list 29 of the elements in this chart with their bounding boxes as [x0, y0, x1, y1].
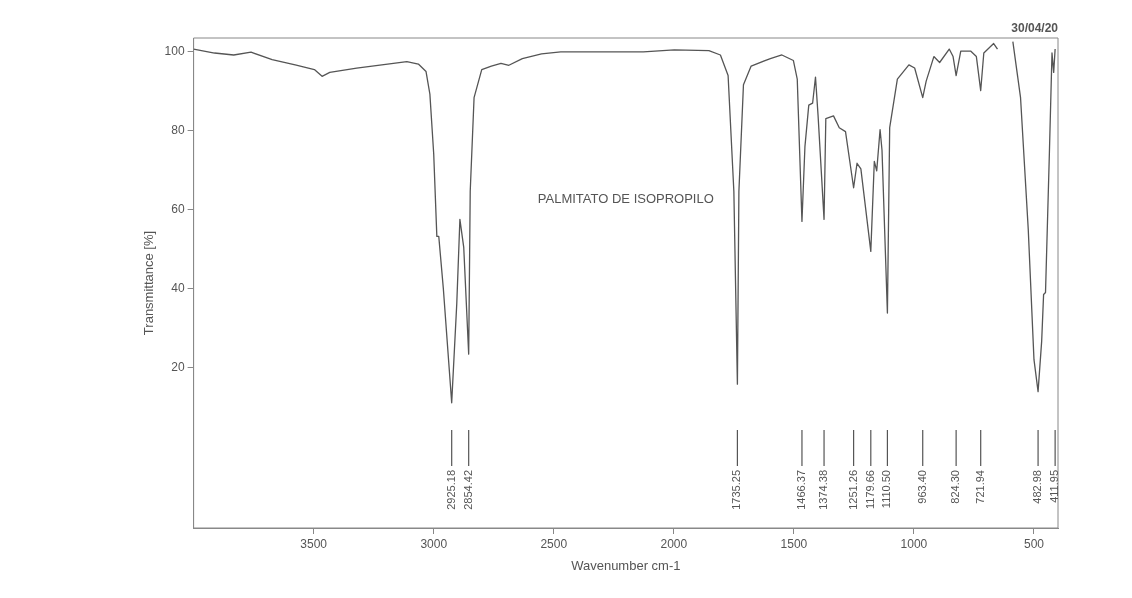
- y-tick-label: 40: [171, 281, 185, 296]
- x-tick-label: 1500: [780, 536, 808, 551]
- x-tick-label: 1000: [900, 536, 928, 551]
- annotation: 824.30: [949, 470, 962, 504]
- x-tick-label: 2500: [540, 536, 568, 551]
- annotation: 2925.18: [444, 470, 457, 510]
- y-axis-title: Transmittance [%]: [141, 230, 157, 336]
- annotation: 1466.37: [794, 470, 807, 510]
- annotation: PALMITATO DE ISOPROPILO: [537, 191, 714, 207]
- annotation: 1735.25: [730, 470, 743, 510]
- annotation: 2854.42: [461, 470, 474, 510]
- annotation: 1374.38: [817, 470, 830, 510]
- x-tick-label: 500: [1023, 536, 1045, 551]
- annotation: 1251.26: [846, 470, 859, 510]
- x-tick-label: 3000: [420, 536, 448, 551]
- annotation: 721.94: [973, 470, 986, 504]
- y-tick-label: 100: [164, 44, 185, 59]
- x-tick-label: 3500: [300, 536, 328, 551]
- y-tick-label: 80: [171, 123, 185, 138]
- annotation: 1110.50: [880, 470, 893, 509]
- annotation: 1179.66: [863, 470, 876, 509]
- x-axis-title: Wavenumber cm-1: [571, 557, 681, 573]
- annotation: 482.98: [1031, 470, 1044, 504]
- y-tick-label: 60: [171, 202, 185, 217]
- y-tick-label: 20: [171, 360, 185, 375]
- annotation: 963.40: [915, 470, 928, 504]
- x-tick-label: 2000: [660, 536, 688, 551]
- annotation: 411.95: [1048, 470, 1061, 503]
- text: 30/04/20: [1011, 21, 1059, 36]
